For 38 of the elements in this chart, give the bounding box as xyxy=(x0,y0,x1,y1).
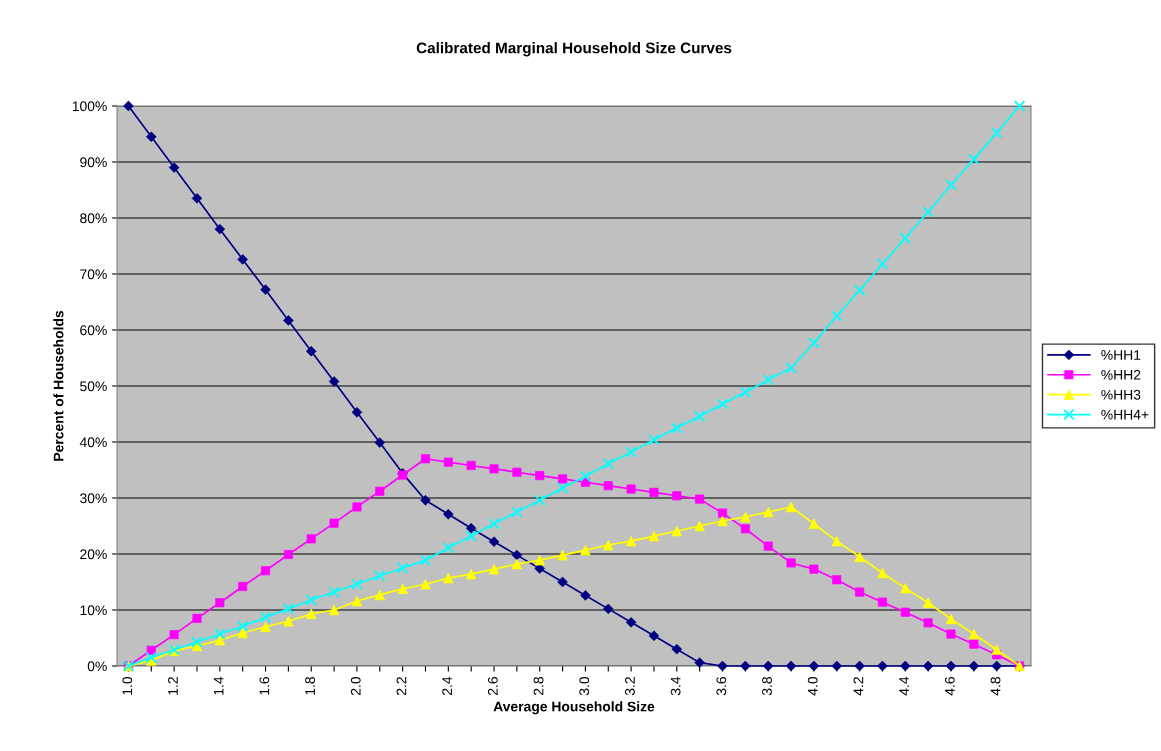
x-tick-label: 1.6 xyxy=(259,677,270,695)
x-tick-label: 3.8 xyxy=(762,677,772,696)
x-tick-label: 4.0 xyxy=(807,676,818,696)
y-tick-label: 70% xyxy=(80,269,107,280)
x-tick-label: 3.2 xyxy=(625,677,635,696)
x-tick-label: 1.8 xyxy=(305,677,315,695)
x-tick-label: 3.0 xyxy=(579,676,590,696)
legend-label: %HH3 xyxy=(1101,389,1141,400)
chart-title: Calibrated Marginal Household Size Curves xyxy=(416,42,732,57)
y-tick-label: 50% xyxy=(80,381,107,392)
x-tick-label: 4.2 xyxy=(853,677,864,696)
x-tick-label: 3.6 xyxy=(716,677,727,696)
legend-label: %HH2 xyxy=(1101,369,1141,380)
legend-label: %HH4+ xyxy=(1101,409,1149,420)
x-tick-label: 2.8 xyxy=(533,677,544,696)
y-tick-label: 80% xyxy=(80,213,107,224)
y-tick-label: 60% xyxy=(80,325,107,336)
x-tick-label: 3.4 xyxy=(670,676,681,696)
x-tick-label: 4.8 xyxy=(990,677,1001,696)
x-tick-label: 4.6 xyxy=(944,677,955,696)
x-tick-label: 4.4 xyxy=(899,676,909,696)
x-tick-label: 1.0 xyxy=(122,676,133,695)
y-tick-label: 100% xyxy=(72,101,107,112)
y-tick-label: 40% xyxy=(79,437,107,448)
x-tick-label: 2.6 xyxy=(487,677,498,696)
x-tick-label: 2.0 xyxy=(350,676,361,696)
x-tick-label: 2.4 xyxy=(442,676,452,696)
y-tick-label: 90% xyxy=(80,157,107,168)
x-tick-label: 1.4 xyxy=(213,676,224,695)
legend-label: %HH1 xyxy=(1101,350,1141,360)
y-axis-title: Percent of Households xyxy=(53,310,64,461)
x-tick-label: 1.2 xyxy=(168,677,178,695)
y-tick-label: 30% xyxy=(80,493,107,504)
y-tick-label: 10% xyxy=(80,605,107,616)
y-tick-label: 0% xyxy=(87,661,107,672)
x-axis-title: Average Household Size xyxy=(493,701,655,715)
x-tick-label: 2.2 xyxy=(396,677,407,696)
y-tick-label: 20% xyxy=(80,549,107,560)
